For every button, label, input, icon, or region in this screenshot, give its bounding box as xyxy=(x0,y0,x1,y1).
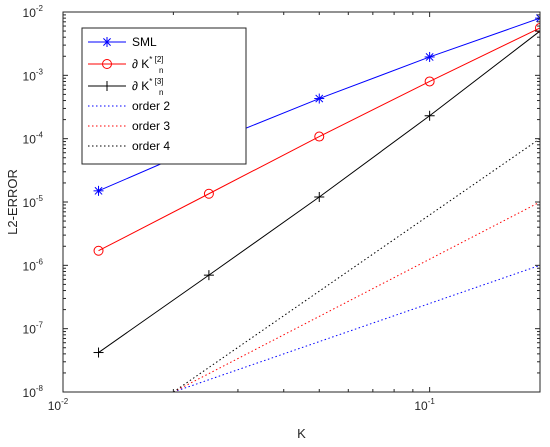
y-tick-label-exp: -2 xyxy=(36,4,44,13)
y-tick-label-exp: -6 xyxy=(36,257,44,266)
y-tick-label-6: 10-2 xyxy=(23,4,44,20)
legend-label-base: order 3 xyxy=(132,119,170,133)
y-tick-label-base: 10 xyxy=(23,196,37,210)
y-tick-label-4: 10-4 xyxy=(23,131,44,147)
series-1-point-3 xyxy=(424,76,435,87)
y-tick-label-base: 10 xyxy=(23,323,37,337)
y-tick-label-base: 10 xyxy=(23,133,37,147)
series-2-point-4 xyxy=(535,26,540,37)
legend-label-base: SML xyxy=(132,35,157,49)
legend-marker-0 xyxy=(102,37,112,47)
y-tick-label-exp: -7 xyxy=(36,321,44,330)
series-1-point-2-shape xyxy=(314,131,325,142)
legend-marker-1-shape xyxy=(102,59,112,69)
y-tick-label-base: 10 xyxy=(23,386,37,400)
series-1-point-4-shape xyxy=(535,22,540,33)
y-tick-label-2: 10-6 xyxy=(23,257,44,273)
legend-item-5: order 4 xyxy=(88,139,170,153)
x-axis-label: K xyxy=(297,426,306,441)
x-tick-label-0: 10-2 xyxy=(48,397,69,413)
y-tick-label-exp: -5 xyxy=(36,194,44,203)
y-tick-label-base: 10 xyxy=(23,69,37,83)
legend-label-4: order 3 xyxy=(132,119,170,133)
series-2-point-1 xyxy=(203,270,214,281)
legend-label-3: order 2 xyxy=(132,99,170,113)
series-0-point-3-d2 xyxy=(425,53,434,61)
legend-label-2: ∂ K* [3] n xyxy=(132,77,164,97)
series-2-point-0 xyxy=(93,347,104,358)
y-tick-label-0: 10-8 xyxy=(23,384,44,400)
series-0-point-2 xyxy=(314,93,325,104)
legend-marker-0-d2 xyxy=(103,38,111,46)
x-tick-label-exp: -1 xyxy=(428,397,436,406)
series-0-point-2-d2 xyxy=(315,94,324,103)
legend-marker-1 xyxy=(102,59,112,69)
y-axis-label: L2-ERROR xyxy=(5,169,20,235)
y-tick-label-base: 10 xyxy=(23,259,37,273)
y-tick-label-base: 10 xyxy=(23,6,37,20)
series-0-point-4-d2 xyxy=(536,17,540,23)
legend-label-sup: * [2] xyxy=(149,55,163,64)
y-tick-label-exp: -8 xyxy=(36,384,44,393)
x-tick-label-base: 10 xyxy=(48,399,62,413)
y-tick-label-exp: -4 xyxy=(36,131,44,140)
legend-item-4: order 3 xyxy=(88,119,170,133)
y-tick-label-exp: -3 xyxy=(36,67,44,76)
series-line-1 xyxy=(98,27,540,252)
legend-label-5: order 4 xyxy=(132,139,170,153)
series-0-point-0-d2 xyxy=(94,186,103,195)
legend-item-2: ∂ K* [3] n xyxy=(88,77,164,97)
series-1-point-2 xyxy=(314,131,325,142)
legend-marker-2 xyxy=(102,81,112,91)
legend-item-3: order 2 xyxy=(88,99,170,113)
x-tick-label-exp: -2 xyxy=(61,397,69,406)
legend-label-sup: * [3] xyxy=(149,77,163,86)
legend-box xyxy=(81,27,247,165)
series-0-point-4-d1 xyxy=(536,14,540,19)
y-tick-label-1: 10-7 xyxy=(23,321,44,337)
series-1-point-4 xyxy=(535,22,540,33)
x-tick-label-base: 10 xyxy=(414,399,428,413)
series-0-point-3 xyxy=(424,51,435,62)
legend-label-base: ∂ K xyxy=(132,79,149,93)
series-1-point-3-shape xyxy=(424,76,435,87)
legend-label-sub: n xyxy=(159,66,163,75)
series-0-point-0 xyxy=(93,185,104,196)
legend-label-base: order 4 xyxy=(132,139,170,153)
legend-label-base: order 2 xyxy=(132,99,170,113)
legend-label-0: SML xyxy=(132,35,157,49)
legend-label-1: ∂ K* [2] n xyxy=(132,55,164,75)
series-1-point-1-shape xyxy=(203,188,214,199)
series-2-point-2 xyxy=(314,191,325,202)
legend-item-0: SML xyxy=(88,35,157,49)
series-line-3 xyxy=(173,264,540,392)
legend-item-1: ∂ K* [2] n xyxy=(88,55,164,75)
legend-label-base: ∂ K xyxy=(132,57,149,71)
series-line-4 xyxy=(173,201,540,392)
x-tick-label-1: 10-1 xyxy=(414,397,435,413)
legend-label-sub: n xyxy=(159,88,163,97)
series-1-point-0 xyxy=(93,245,104,256)
y-tick-label-5: 10-3 xyxy=(23,67,44,83)
series-1-point-0-shape xyxy=(93,245,104,256)
series-2-point-3 xyxy=(424,110,435,121)
series-0-point-4 xyxy=(535,13,540,24)
y-tick-label-3: 10-5 xyxy=(23,194,44,210)
series-1-point-1 xyxy=(203,188,214,199)
axes-layer: 10-2 10-110-810-710-610-510-410-310-2 xyxy=(23,4,541,413)
